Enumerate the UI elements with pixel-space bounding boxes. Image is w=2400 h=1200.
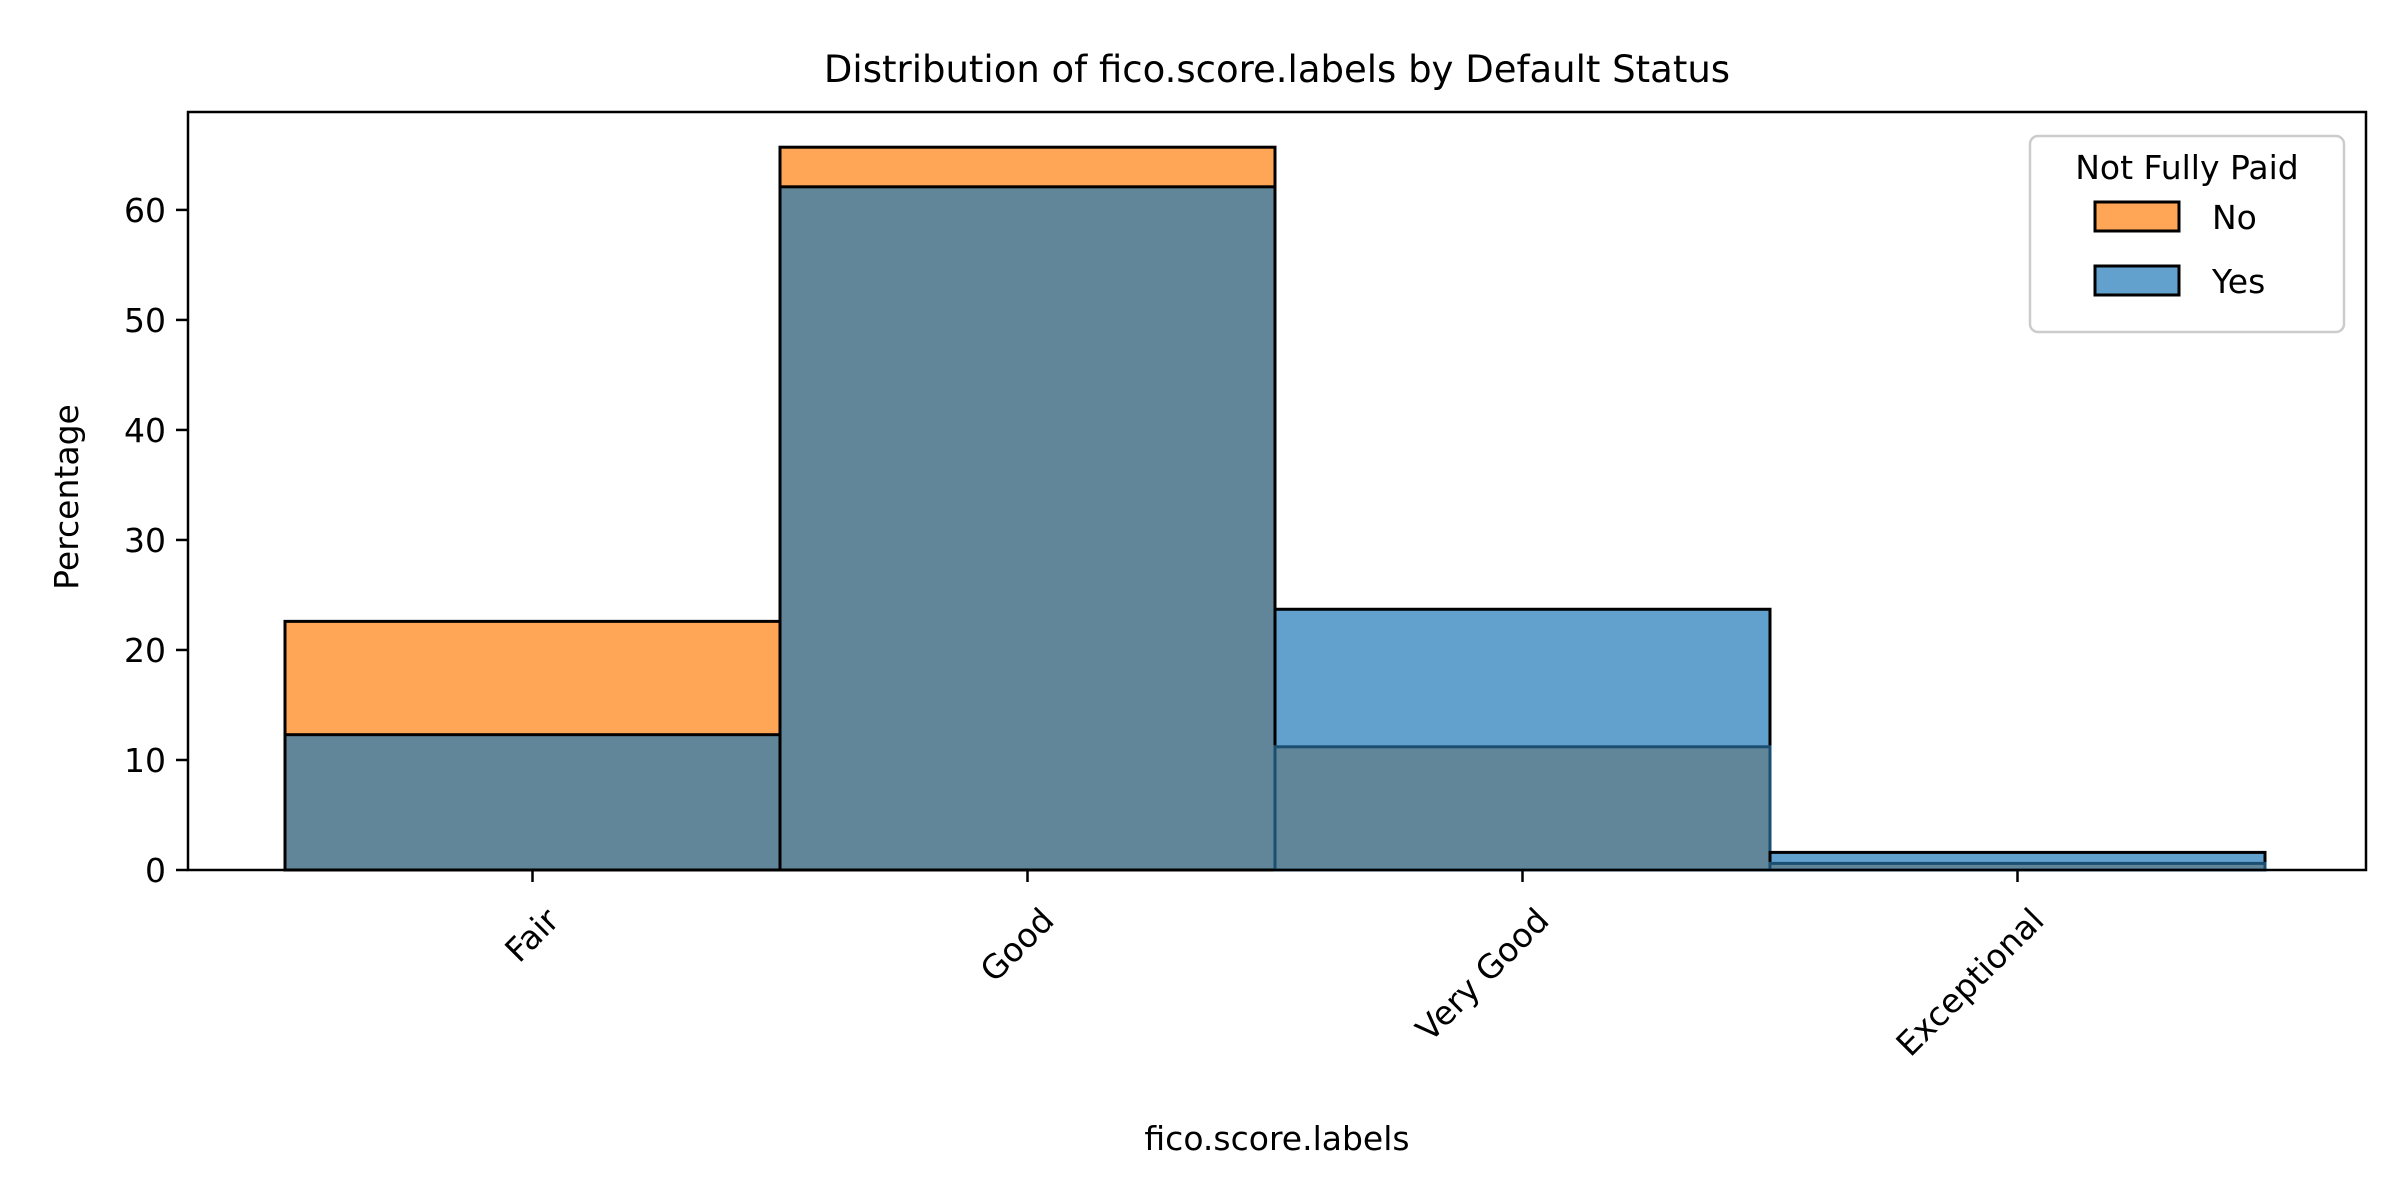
bars-layer [283, 145, 2267, 872]
y-tick-label-10: 10 [124, 741, 166, 780]
y-tick-label-30: 30 [124, 521, 166, 560]
y-tick-label-20: 20 [124, 631, 166, 670]
bar-good-overlap [780, 186, 1275, 870]
bar-very-good-overlap [1275, 746, 1770, 870]
x-tick-label-good: Good [972, 900, 1061, 989]
bar-very-good-upper [1275, 609, 1770, 747]
y-tick-label-60: 60 [124, 191, 166, 230]
x-axis-label: fico.score.labels [1144, 1119, 1409, 1158]
bar-good-upper [780, 147, 1275, 187]
y-tick-label-50: 50 [124, 301, 166, 340]
legend-title: Not Fully Paid [2075, 148, 2299, 187]
bar-exceptional-upper [1770, 852, 2265, 864]
y-tick-label-40: 40 [124, 411, 166, 450]
y-axis-label: Percentage [47, 404, 86, 590]
y-tick-label-0: 0 [145, 851, 166, 890]
x-tick-label-very-good: Very Good [1408, 900, 1556, 1048]
plot-frame [186, 110, 2368, 872]
bar-exceptional-overlap [1770, 863, 2265, 870]
legend-label-no: No [2212, 198, 2257, 237]
legend-swatch-yes [2093, 264, 2181, 297]
legend-label-yes: Yes [2211, 262, 2265, 301]
bar-fair-overlap [285, 734, 780, 870]
legend-items: No Yes [2093, 198, 2265, 301]
bar-fair-upper [285, 621, 780, 735]
x-tick-label-fair: Fair [497, 900, 567, 970]
chart-title: Distribution of fico.score.labels by Def… [824, 48, 1730, 91]
legend: Not Fully Paid No Yes [2028, 134, 2346, 334]
x-tick-label-exceptional: Exceptional [1888, 900, 2051, 1063]
legend-swatch-no [2093, 200, 2181, 233]
